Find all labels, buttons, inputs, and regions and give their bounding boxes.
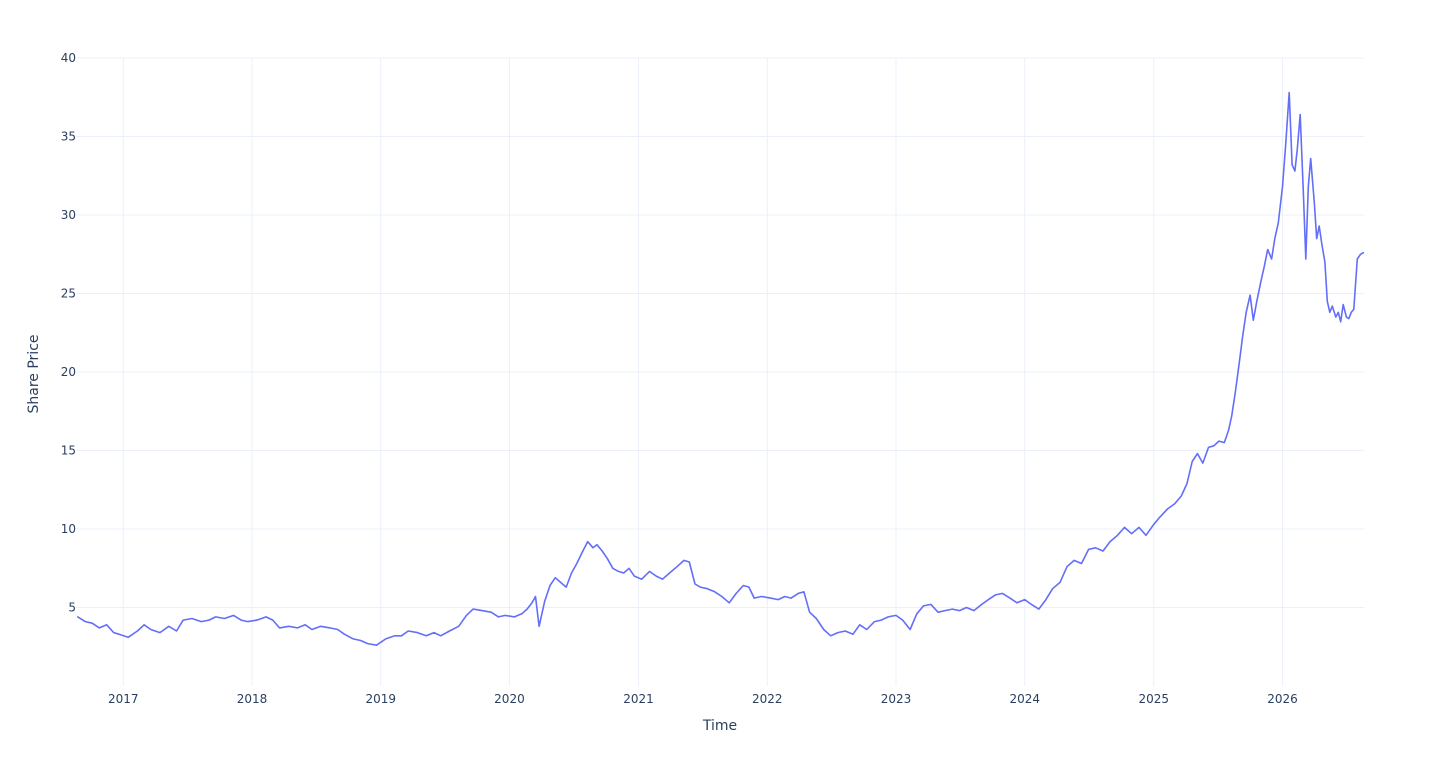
y-tick-label: 20 bbox=[61, 365, 76, 379]
y-tick-label: 5 bbox=[68, 601, 76, 615]
y-tick-label: 40 bbox=[61, 51, 76, 65]
x-tick-label: 2025 bbox=[1139, 692, 1170, 706]
y-tick-label: 35 bbox=[61, 130, 76, 144]
x-tick-label: 2017 bbox=[108, 692, 139, 706]
y-tick-label: 15 bbox=[61, 444, 76, 458]
y-tick-labels: 5 10 15 20 25 30 35 40 bbox=[61, 51, 76, 615]
y-axis-title: Share Price bbox=[26, 334, 42, 413]
x-tick-label: 2024 bbox=[1009, 692, 1040, 706]
y-tick-label: 25 bbox=[61, 287, 76, 301]
y-gridlines bbox=[76, 57, 1364, 608]
x-tick-label: 2023 bbox=[881, 692, 912, 706]
x-tick-label: 2021 bbox=[623, 692, 654, 706]
x-tick-label: 2020 bbox=[494, 692, 525, 706]
x-tick-label: 2026 bbox=[1267, 692, 1298, 706]
x-tick-label: 2018 bbox=[237, 692, 268, 706]
x-axis-title: Time bbox=[702, 718, 737, 734]
x-tick-label: 2022 bbox=[752, 692, 783, 706]
x-tick-labels: 2017 2018 2019 2020 2021 2022 2023 2024 2025 2026 bbox=[108, 692, 1298, 706]
series-layer bbox=[77, 91, 1365, 647]
series-line-0 bbox=[77, 91, 1365, 647]
x-tick-label: 2019 bbox=[365, 692, 396, 706]
y-tick-label: 30 bbox=[61, 208, 76, 222]
y-tick-label: 10 bbox=[61, 522, 76, 536]
